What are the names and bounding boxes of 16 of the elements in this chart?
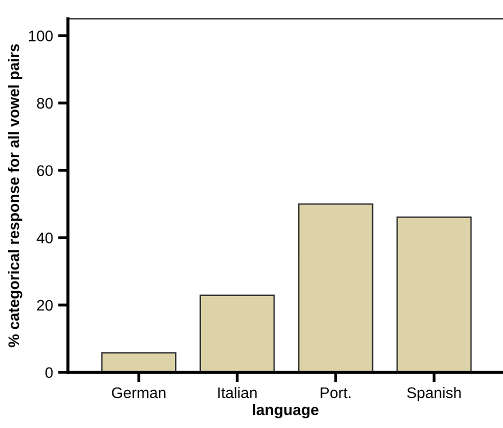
x-axis-title: language	[252, 404, 318, 418]
x-tick-label: Italian	[218, 386, 257, 398]
bar	[101, 352, 176, 372]
y-tick-label: 0	[45, 367, 53, 378]
y-tick-label: 100	[29, 30, 53, 42]
x-tick-label: Spanish	[407, 386, 461, 402]
bar	[200, 294, 275, 372]
y-tick-label: 80	[36, 98, 53, 109]
bar	[298, 203, 374, 372]
y-tick-label: 40	[36, 232, 53, 244]
x-tick-label: German	[112, 387, 166, 398]
x-tick-label: Port.	[320, 388, 350, 398]
y-axis-title: % categorical response for all vowel pairs	[8, 44, 22, 348]
y-tick-label: 20	[37, 300, 53, 311]
y-tick-label: 60	[37, 165, 53, 176]
bar	[396, 216, 472, 372]
